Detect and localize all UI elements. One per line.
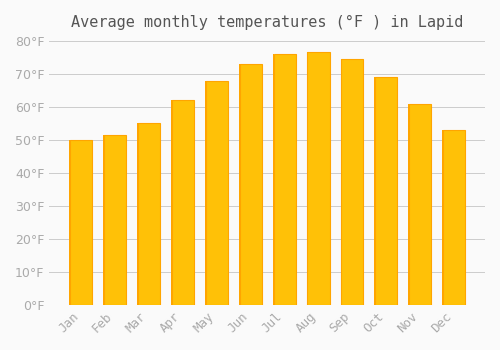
Bar — [70, 140, 92, 305]
Bar — [409, 104, 432, 305]
Bar — [342, 59, 363, 305]
Bar — [239, 64, 240, 305]
Bar — [308, 52, 330, 305]
Bar — [306, 52, 308, 305]
Bar — [138, 124, 160, 305]
Bar — [172, 100, 194, 305]
Bar — [137, 124, 139, 305]
Bar — [374, 77, 376, 305]
Bar — [205, 80, 206, 305]
Bar — [274, 54, 295, 305]
Bar — [104, 135, 126, 305]
Title: Average monthly temperatures (°F ) in Lapid: Average monthly temperatures (°F ) in La… — [71, 15, 464, 30]
Bar — [442, 130, 444, 305]
Bar — [240, 64, 262, 305]
Bar — [206, 80, 228, 305]
Bar — [408, 104, 410, 305]
Bar — [69, 140, 71, 305]
Bar — [103, 135, 105, 305]
Bar — [443, 130, 465, 305]
Bar — [376, 77, 398, 305]
Bar — [272, 54, 274, 305]
Bar — [171, 100, 172, 305]
Bar — [340, 59, 342, 305]
